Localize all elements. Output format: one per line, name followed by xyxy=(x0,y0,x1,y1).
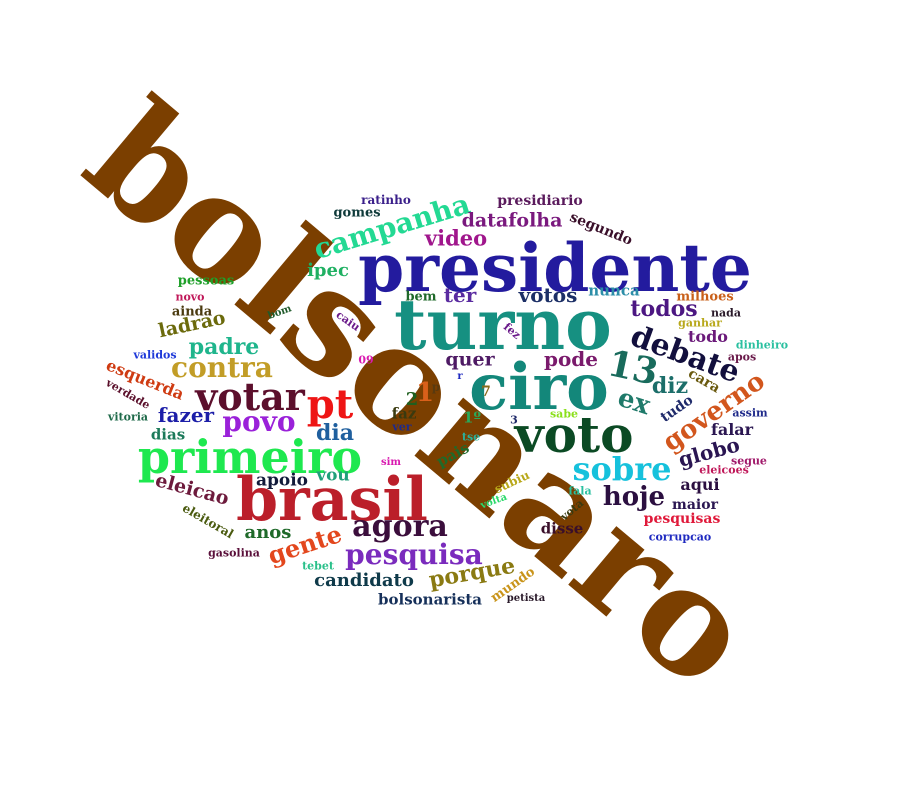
word-gasolina: gasolina xyxy=(208,546,260,560)
word-bolsonarista: bolsonarista xyxy=(378,590,482,609)
word-tebet: tebet xyxy=(302,559,334,573)
word-3: 3 xyxy=(510,413,518,427)
word-povo: povo xyxy=(222,405,296,438)
word-09: 09 xyxy=(358,353,374,367)
word-apoio: apoio xyxy=(255,470,309,491)
word-voto: voto xyxy=(514,405,634,464)
word-novo: novo xyxy=(175,290,205,304)
word-presidiario: presidiario xyxy=(497,193,583,209)
word-ratinho: ratinho xyxy=(361,193,411,207)
word-aqui: aqui xyxy=(680,475,720,494)
word-sabe: sabe xyxy=(549,407,579,421)
word-hoje: hoje xyxy=(602,482,666,512)
word-fala: fala xyxy=(568,484,592,498)
word-assim: assim xyxy=(732,406,768,420)
word-dias: dias xyxy=(150,425,186,444)
word-2: 2 xyxy=(405,389,419,410)
word-tse: tse xyxy=(461,430,481,444)
word-contra: contra xyxy=(171,351,273,384)
word-eleitoral: eleitoral xyxy=(179,500,237,542)
word-sobre: sobre xyxy=(572,450,672,488)
word-eleicoes: eleicoes xyxy=(699,463,749,477)
word-diz: diz xyxy=(651,373,689,399)
word-7: 7 xyxy=(481,384,491,400)
word-dia: dia xyxy=(316,420,354,446)
word-pessoas: pessoas xyxy=(177,273,235,289)
word-fazer: fazer xyxy=(157,403,215,427)
word-todos: todos xyxy=(630,296,698,322)
word-agora: agora xyxy=(352,509,448,544)
word-video: video xyxy=(424,225,488,251)
word-padre: padre xyxy=(188,334,260,360)
word-nada: nada xyxy=(711,306,741,320)
word-ter: ter xyxy=(443,283,477,307)
word-brasil: brasil xyxy=(236,465,428,535)
word-votar: votar xyxy=(195,374,305,419)
word-nunca: nunca xyxy=(588,281,640,300)
word-datafolha: datafolha xyxy=(461,209,563,232)
word-validos: validos xyxy=(133,348,177,362)
word-apos: apos xyxy=(727,350,757,364)
word-votos: votos xyxy=(518,283,578,307)
word-dinheiro: dinheiro xyxy=(735,338,789,352)
word-bem: bem xyxy=(405,289,437,305)
word-falar: falar xyxy=(710,420,754,439)
word-presidente: presidente xyxy=(358,229,752,307)
word-milhoes: milhoes xyxy=(676,289,734,305)
word-quer: quer xyxy=(445,348,495,371)
word-gomes: gomes xyxy=(333,205,381,221)
word-ganhar: ganhar xyxy=(678,316,722,330)
word-ciro: ciro xyxy=(469,350,609,425)
word-pode: pode xyxy=(543,347,599,371)
word-todo: todo xyxy=(688,327,728,346)
word-disse: disse xyxy=(540,519,584,538)
word-maior: maior xyxy=(672,497,718,513)
word-pesquisa: pesquisa xyxy=(345,538,483,571)
word-pesquisas: pesquisas xyxy=(643,511,721,527)
word-turno: turno xyxy=(394,283,612,366)
word-1o: 1º xyxy=(463,408,481,427)
word-petista: petista xyxy=(506,593,546,604)
word-primeiro: primeiro xyxy=(137,430,363,484)
word-corrupcao: corrupcao xyxy=(648,530,712,544)
word-vitoria: vitoria xyxy=(107,410,149,424)
word-segue: segue xyxy=(731,454,767,468)
word-pt: pt xyxy=(306,381,354,428)
word-1: 1 xyxy=(415,378,435,408)
word-anos: anos xyxy=(244,522,292,543)
word-r: r xyxy=(457,371,463,382)
word-vou: vou xyxy=(316,465,350,486)
word-sim: sim xyxy=(380,457,402,468)
word-faz: faz xyxy=(391,404,417,423)
word-ainda: ainda xyxy=(171,304,213,320)
word-candidato: candidato xyxy=(314,570,414,591)
word-p: p xyxy=(431,380,441,394)
word-ver: ver xyxy=(392,420,412,434)
word-ipec: ipec xyxy=(307,260,349,281)
